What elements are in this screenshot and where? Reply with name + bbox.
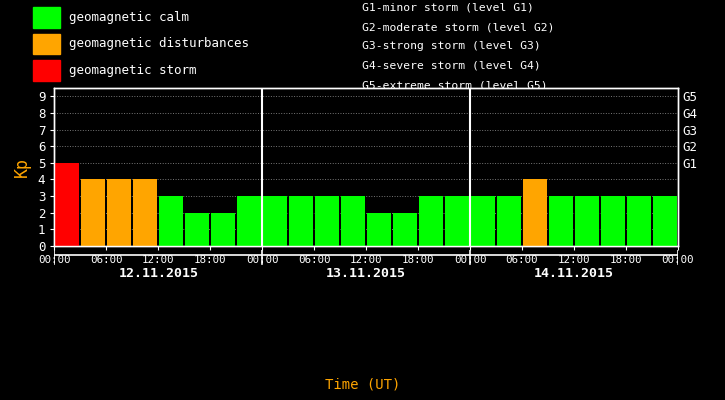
Bar	[33, 60, 60, 80]
Bar	[393, 213, 417, 246]
Text: G4-severe storm (level G4): G4-severe storm (level G4)	[362, 61, 542, 71]
Bar	[186, 213, 210, 246]
Bar	[627, 196, 651, 246]
Bar	[133, 180, 157, 246]
Text: geomagnetic disturbances: geomagnetic disturbances	[69, 38, 249, 50]
Bar	[549, 196, 573, 246]
Bar	[341, 196, 365, 246]
Text: 13.11.2015: 13.11.2015	[326, 267, 406, 280]
Bar	[160, 196, 183, 246]
Bar	[497, 196, 521, 246]
Bar	[33, 34, 60, 54]
Bar	[419, 196, 443, 246]
Text: 14.11.2015: 14.11.2015	[534, 267, 614, 280]
Bar	[601, 196, 625, 246]
Bar	[523, 180, 547, 246]
Text: geomagnetic calm: geomagnetic calm	[69, 11, 189, 24]
Text: G3-strong storm (level G3): G3-strong storm (level G3)	[362, 41, 542, 51]
Bar	[211, 213, 235, 246]
Text: 12.11.2015: 12.11.2015	[118, 267, 199, 280]
Y-axis label: Kp: Kp	[13, 157, 31, 177]
Bar	[107, 180, 131, 246]
Bar	[367, 213, 391, 246]
Bar	[471, 196, 495, 246]
Bar	[575, 196, 599, 246]
Text: Time (UT): Time (UT)	[325, 378, 400, 392]
Bar	[289, 196, 313, 246]
Bar	[237, 196, 261, 246]
Bar	[33, 8, 60, 28]
Bar	[55, 163, 79, 246]
Text: G5-extreme storm (level G5): G5-extreme storm (level G5)	[362, 80, 548, 90]
Bar	[445, 196, 469, 246]
Bar	[81, 180, 105, 246]
Text: geomagnetic storm: geomagnetic storm	[69, 64, 196, 77]
Bar	[315, 196, 339, 246]
Text: G2-moderate storm (level G2): G2-moderate storm (level G2)	[362, 22, 555, 32]
Bar	[653, 196, 677, 246]
Bar	[263, 196, 287, 246]
Text: G1-minor storm (level G1): G1-minor storm (level G1)	[362, 3, 534, 13]
